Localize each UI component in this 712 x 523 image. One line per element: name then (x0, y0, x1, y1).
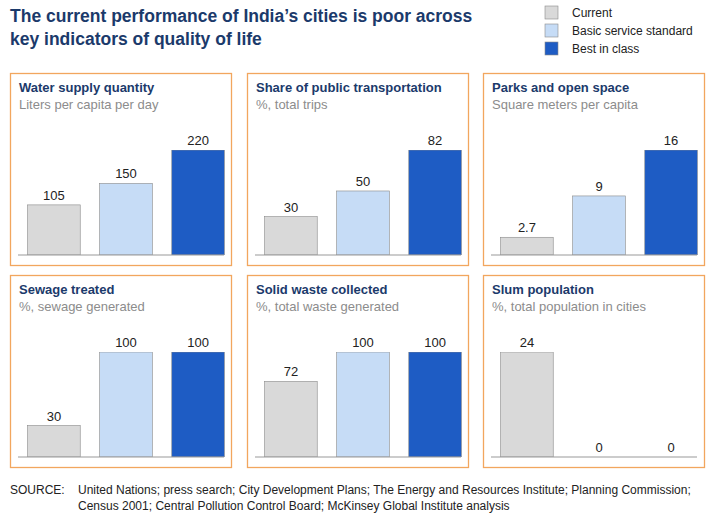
panel-subtitle: Square meters per capita (492, 97, 639, 112)
data-label: 16 (664, 133, 678, 148)
panel-frame (11, 276, 232, 468)
bar (645, 150, 698, 255)
bar (409, 352, 462, 457)
legend-label: Basic service standard (572, 24, 693, 38)
bars (265, 352, 462, 457)
source-label: SOURCE: (10, 483, 65, 497)
legend-label: Best in class (572, 42, 639, 56)
bars (501, 352, 554, 457)
data-label: 24 (520, 335, 534, 350)
data-labels: 30 50 82 (284, 133, 443, 215)
bar (265, 381, 318, 457)
bar (337, 352, 390, 457)
legend: Current Basic service standard Best in cla… (545, 6, 693, 56)
baseline (491, 456, 697, 457)
panel: Water supply quantity Liters per capita p… (11, 74, 232, 266)
data-label: 100 (424, 335, 446, 350)
panel-subtitle: %, total population in cities (492, 299, 646, 314)
bar (265, 217, 318, 255)
data-label: 105 (43, 188, 65, 203)
bars (265, 150, 462, 255)
bar (573, 196, 626, 255)
data-label: 150 (115, 166, 137, 181)
panel-frame (484, 74, 705, 266)
panel-title: Share of public transportation (256, 80, 442, 95)
panel-subtitle: Liters per capita per day (19, 97, 159, 112)
baseline (255, 254, 461, 255)
panel-title: Sewage treated (19, 282, 114, 297)
data-labels: 105 150 220 (43, 133, 209, 203)
title: key indicators of quality of life (10, 29, 262, 49)
panel-subtitle: %, total waste generated (256, 299, 399, 314)
bar (337, 191, 390, 255)
legend-swatch (545, 24, 558, 37)
bar (501, 352, 554, 457)
panel: Share of public transportation %, total t… (248, 74, 469, 266)
bar (172, 150, 225, 255)
baseline (491, 254, 697, 255)
bar (28, 205, 81, 255)
bar (28, 426, 81, 458)
data-label: 2.7 (518, 220, 536, 235)
bar (409, 150, 462, 255)
panel: Parks and open space Square meters per ca… (484, 74, 705, 266)
bars (501, 150, 698, 255)
data-label: 220 (187, 133, 209, 148)
legend-label: Current (572, 6, 613, 20)
baseline (255, 456, 461, 457)
source-text: Census 2001; Central Pollution Control B… (78, 499, 510, 513)
title: The current performance of India’s citie… (10, 6, 473, 26)
panel: Solid waste collected %, total waste gene… (248, 276, 469, 468)
data-labels: 72 100 100 (284, 335, 446, 379)
bar (100, 183, 153, 255)
baseline (18, 456, 224, 457)
data-label: 72 (284, 364, 298, 379)
panel-frame (484, 276, 705, 468)
bar (100, 352, 153, 457)
panel-subtitle: %, total trips (256, 97, 328, 112)
chart-page: The current performance of India’s citie… (0, 0, 712, 523)
data-label: 30 (284, 200, 298, 215)
data-label: 100 (115, 335, 137, 350)
data-label: 100 (187, 335, 209, 350)
data-label: 0 (595, 440, 602, 455)
source-text: United Nations; press search; City Devel… (78, 483, 691, 497)
data-labels: 30 100 100 (47, 335, 209, 424)
panel-title: Solid waste collected (256, 282, 388, 297)
panel-title: Water supply quantity (19, 80, 155, 95)
data-labels: 24 0 0 (520, 335, 675, 455)
panel-frame (248, 74, 469, 266)
bar (172, 352, 225, 457)
bars (28, 150, 225, 255)
legend-swatch (545, 6, 558, 19)
data-label: 82 (428, 133, 442, 148)
data-label: 0 (667, 440, 674, 455)
panel-frame (11, 74, 232, 266)
data-label: 30 (47, 409, 61, 424)
data-label: 50 (356, 174, 370, 189)
data-labels: 2.7 9 16 (518, 133, 678, 235)
panel-title: Parks and open space (492, 80, 629, 95)
panel-frame (248, 276, 469, 468)
panel: Slum population %, total population in ci… (484, 276, 705, 468)
bars (28, 352, 225, 457)
bar (501, 237, 554, 255)
baseline (18, 254, 224, 255)
panel: Sewage treated %, sewage generated 30 100 10… (11, 276, 232, 468)
data-label: 100 (352, 335, 374, 350)
panel-subtitle: %, sewage generated (19, 299, 145, 314)
panel-title: Slum population (492, 282, 594, 297)
data-label: 9 (595, 179, 602, 194)
legend-swatch (545, 42, 558, 55)
